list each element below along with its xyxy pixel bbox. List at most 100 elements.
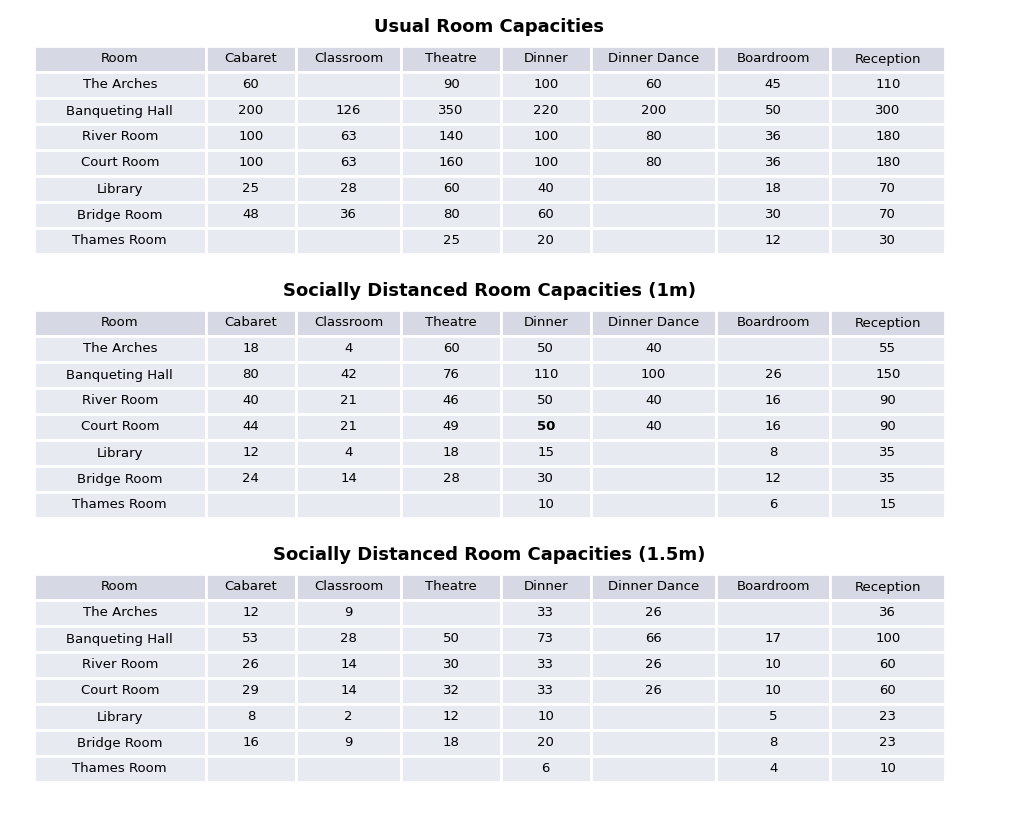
Bar	[296, 626, 401, 652]
Bar	[591, 228, 716, 254]
Text: 26: 26	[645, 658, 662, 672]
Bar	[401, 98, 501, 124]
Bar	[34, 176, 206, 202]
Text: 26: 26	[765, 369, 781, 381]
Bar	[716, 336, 830, 362]
Text: 35: 35	[880, 472, 896, 485]
Text: 8: 8	[769, 737, 777, 749]
Text: Classroom: Classroom	[314, 317, 383, 329]
Text: 35: 35	[880, 447, 896, 460]
Text: The Arches: The Arches	[83, 79, 157, 92]
Bar	[830, 388, 945, 414]
Text: 33: 33	[538, 685, 554, 697]
Bar	[501, 336, 591, 362]
Bar	[34, 202, 206, 228]
Bar	[296, 678, 401, 704]
Bar	[296, 72, 401, 98]
Bar	[206, 414, 296, 440]
Bar	[401, 202, 501, 228]
Bar	[206, 362, 296, 388]
Bar	[34, 72, 206, 98]
Bar	[34, 228, 206, 254]
Text: 16: 16	[765, 420, 781, 433]
Bar	[34, 574, 206, 600]
Bar	[716, 626, 830, 652]
Text: Library: Library	[96, 710, 143, 724]
Text: 6: 6	[769, 499, 777, 512]
Bar	[401, 228, 501, 254]
Bar	[716, 310, 830, 336]
Text: 36: 36	[765, 156, 781, 170]
Bar	[206, 202, 296, 228]
Text: 21: 21	[340, 420, 357, 433]
Bar	[296, 466, 401, 492]
Bar	[34, 362, 206, 388]
Text: 50: 50	[442, 633, 460, 646]
Text: 60: 60	[442, 342, 460, 356]
Bar	[830, 414, 945, 440]
Bar	[716, 150, 830, 176]
Bar	[830, 574, 945, 600]
Text: 12: 12	[442, 710, 460, 724]
Text: 26: 26	[243, 658, 259, 672]
Text: Cabaret: Cabaret	[224, 317, 278, 329]
Text: Dinner: Dinner	[523, 581, 568, 594]
Bar	[296, 150, 401, 176]
Text: 46: 46	[442, 394, 460, 408]
Bar	[591, 492, 716, 518]
Bar	[501, 626, 591, 652]
Bar	[501, 310, 591, 336]
Text: Thames Room: Thames Room	[73, 762, 167, 776]
Text: The Arches: The Arches	[83, 606, 157, 619]
Text: Bridge Room: Bridge Room	[77, 208, 163, 222]
Bar	[401, 626, 501, 652]
Bar	[830, 756, 945, 782]
Text: 14: 14	[340, 685, 357, 697]
Text: 110: 110	[534, 369, 558, 381]
Text: Court Room: Court Room	[81, 420, 159, 433]
Text: 160: 160	[438, 156, 464, 170]
Text: Theatre: Theatre	[425, 581, 477, 594]
Bar	[591, 652, 716, 678]
Bar	[206, 704, 296, 730]
Bar	[501, 176, 591, 202]
Bar	[830, 202, 945, 228]
Text: 45: 45	[765, 79, 781, 92]
Text: 25: 25	[243, 183, 259, 195]
Text: Boardroom: Boardroom	[736, 52, 810, 65]
Text: 50: 50	[537, 420, 555, 433]
Bar	[830, 46, 945, 72]
Text: Boardroom: Boardroom	[736, 581, 810, 594]
Text: 14: 14	[340, 472, 357, 485]
Text: 180: 180	[876, 131, 900, 144]
Text: 12: 12	[765, 472, 781, 485]
Text: 100: 100	[239, 131, 263, 144]
Bar	[34, 124, 206, 150]
Bar	[401, 600, 501, 626]
Text: 44: 44	[243, 420, 259, 433]
Text: 12: 12	[765, 235, 781, 247]
Bar	[34, 600, 206, 626]
Text: Theatre: Theatre	[425, 317, 477, 329]
Bar	[591, 310, 716, 336]
Bar	[501, 124, 591, 150]
Bar	[591, 574, 716, 600]
Bar	[401, 652, 501, 678]
Bar	[34, 46, 206, 72]
Text: Boardroom: Boardroom	[736, 317, 810, 329]
Text: 17: 17	[765, 633, 781, 646]
Bar	[716, 492, 830, 518]
Text: 36: 36	[765, 131, 781, 144]
Bar	[296, 600, 401, 626]
Bar	[206, 492, 296, 518]
Bar	[501, 492, 591, 518]
Bar	[501, 414, 591, 440]
Text: 80: 80	[243, 369, 259, 381]
Text: Banqueting Hall: Banqueting Hall	[67, 369, 173, 381]
Text: 60: 60	[645, 79, 662, 92]
Bar	[591, 72, 716, 98]
Bar	[296, 202, 401, 228]
Text: 14: 14	[340, 658, 357, 672]
Text: Banqueting Hall: Banqueting Hall	[67, 633, 173, 646]
Bar	[591, 336, 716, 362]
